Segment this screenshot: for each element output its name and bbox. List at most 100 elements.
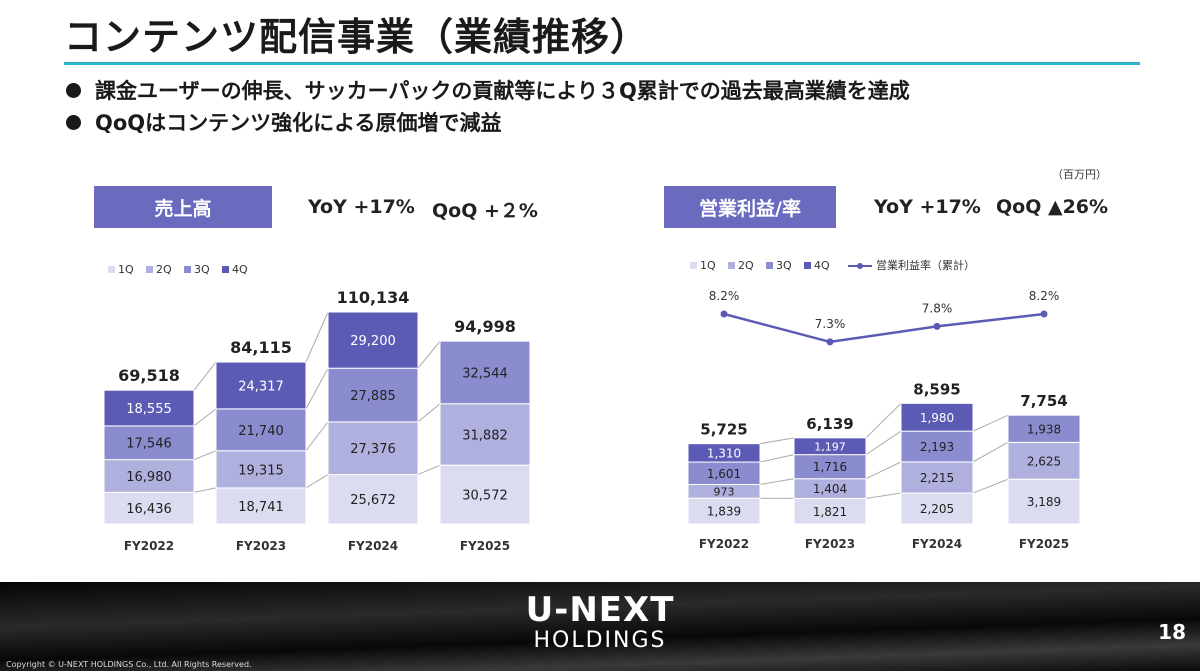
sales-bar-fy2024-1q bbox=[327, 474, 419, 525]
sales-bar-fy2024-4q bbox=[327, 311, 419, 369]
profit-connector-line bbox=[865, 430, 902, 456]
sales-label-box: 売上高 bbox=[94, 186, 272, 228]
logo-sub-text: HOLDINGS bbox=[533, 628, 667, 653]
profit-rate-point-fy2022 bbox=[720, 310, 728, 318]
profit-bar-value-fy2025-1q: 3,189 bbox=[1027, 495, 1061, 509]
page-number: 18 bbox=[1158, 620, 1186, 644]
profit-yoy: YoY +17% bbox=[874, 196, 981, 218]
profit-bar-value-fy2023-4q: 1,197 bbox=[814, 440, 846, 453]
sales-connector-line bbox=[193, 450, 217, 461]
profit-bar-value-fy2022-1q: 1,839 bbox=[707, 505, 741, 519]
sales-bar-fy2023-2q bbox=[215, 450, 307, 489]
sales-connector-line bbox=[305, 367, 329, 410]
sales-bar-value-fy2022-2q: 16,980 bbox=[126, 470, 172, 485]
bullet-dot-icon bbox=[66, 114, 81, 130]
sales-connector-line bbox=[417, 340, 441, 369]
profit-rate-line bbox=[723, 312, 1045, 344]
profit-bar-fy2024-3q bbox=[900, 430, 974, 463]
profit-bar-value-fy2022-2q: 973 bbox=[714, 486, 735, 499]
sales-bar-value-fy2025-2q: 31,882 bbox=[462, 428, 508, 443]
profit-bar-fy2022-1q bbox=[687, 497, 761, 525]
profit-category-label-fy2022: FY2022 bbox=[699, 537, 749, 551]
sales-legend-swatch-3q bbox=[184, 266, 191, 273]
sales-category-label-fy2023: FY2023 bbox=[236, 539, 286, 553]
bullet-dot-icon bbox=[66, 82, 81, 98]
profit-bar-value-fy2025-2q: 2,625 bbox=[1027, 454, 1061, 468]
profit-bar-fy2024-1q bbox=[900, 492, 974, 525]
footer-bar: U-NEXT HOLDINGS 18 Copyright © U-NEXT HO… bbox=[0, 582, 1200, 671]
bullet-item-2: QoQはコンテンツ強化による原価増で減益 bbox=[66, 106, 910, 138]
profit-category-label-fy2023: FY2023 bbox=[805, 537, 855, 551]
profit-legend-swatch-2q bbox=[728, 262, 735, 269]
sales-total-label-fy2023: 84,115 bbox=[230, 338, 292, 357]
sales-bar-value-fy2022-4q: 18,555 bbox=[126, 402, 172, 417]
profit-bar-value-fy2024-1q: 2,205 bbox=[920, 502, 954, 516]
sales-total-label-fy2025: 94,998 bbox=[454, 317, 516, 336]
profit-connector-line bbox=[759, 454, 795, 463]
profit-bar-fy2023-4q bbox=[793, 437, 867, 456]
profit-bar-value-fy2024-3q: 2,193 bbox=[920, 440, 954, 454]
profit-rate-point-fy2023 bbox=[826, 338, 834, 346]
bullet-list: 課金ユーザーの伸長、サッカーパックの貢献等により３Q累計での過去最高業績を達成 … bbox=[66, 74, 910, 138]
sales-bar-fy2024-2q bbox=[327, 421, 419, 476]
profit-total-label-fy2025: 7,754 bbox=[1020, 392, 1067, 410]
profit-connector-line bbox=[865, 492, 902, 499]
profit-rate-label-fy2024: 7.8% bbox=[922, 301, 953, 315]
sales-connector-line bbox=[417, 464, 441, 476]
profit-legend-label-rate: 営業利益率（累計） bbox=[876, 258, 975, 272]
profit-legend-swatch-1q bbox=[690, 262, 697, 269]
profit-total-label-fy2022: 5,725 bbox=[700, 421, 747, 439]
sales-bar-value-fy2022-1q: 16,436 bbox=[126, 502, 172, 517]
sales-bar-value-fy2024-1q: 25,672 bbox=[350, 493, 396, 508]
profit-bar-fy2022-4q bbox=[687, 443, 761, 463]
profit-bar-value-fy2024-4q: 1,980 bbox=[920, 411, 954, 425]
sales-bar-value-fy2025-1q: 30,572 bbox=[462, 489, 508, 504]
sales-category-label-fy2022: FY2022 bbox=[124, 539, 174, 553]
sales-total-label-fy2024: 110,134 bbox=[337, 288, 410, 307]
sales-legend-label-2q: 2Q bbox=[156, 263, 172, 276]
sales-legend-label-4q: 4Q bbox=[232, 263, 248, 276]
profit-legend-swatch-3q bbox=[766, 262, 773, 269]
sales-legend-label-1q: 1Q bbox=[118, 263, 134, 276]
profit-bar-value-fy2022-3q: 1,601 bbox=[707, 467, 741, 481]
sales-connector-line bbox=[305, 474, 329, 489]
sales-bar-fy2025-3q bbox=[439, 340, 531, 405]
sales-bar-fy2024-3q bbox=[327, 367, 419, 423]
sales-category-label-fy2024: FY2024 bbox=[348, 539, 398, 553]
profit-bar-value-fy2025-3q: 1,938 bbox=[1027, 422, 1061, 436]
profit-connector-line bbox=[972, 441, 1009, 463]
profit-connector-line bbox=[972, 478, 1009, 494]
sales-bar-value-fy2022-3q: 17,546 bbox=[126, 437, 172, 452]
profit-bar-value-fy2022-4q: 1,310 bbox=[707, 446, 741, 460]
sales-bar-value-fy2023-1q: 18,741 bbox=[238, 500, 284, 515]
profit-legend-label-1q: 1Q bbox=[700, 259, 716, 272]
profit-label-box: 営業利益/率 bbox=[664, 186, 836, 228]
sales-bar-value-fy2024-2q: 27,376 bbox=[350, 442, 396, 457]
sales-qoq: QoQ +２% bbox=[432, 200, 538, 222]
profit-bar-fy2025-3q bbox=[1007, 414, 1081, 443]
title-rule bbox=[64, 62, 1140, 65]
profit-bar-fy2023-3q bbox=[793, 454, 867, 480]
sales-connector-line bbox=[305, 311, 329, 363]
profit-connector-line bbox=[759, 437, 795, 445]
bullet-text-1: 課金ユーザーの伸長、サッカーパックの貢献等により３Q累計での過去最高業績を達成 bbox=[95, 79, 910, 103]
sales-connector-line bbox=[305, 421, 329, 452]
profit-rate-label-fy2023: 7.3% bbox=[815, 317, 846, 331]
profit-legend-label-4q: 4Q bbox=[814, 259, 830, 272]
profit-connector-line bbox=[972, 414, 1009, 432]
sales-legend-label-3q: 3Q bbox=[194, 263, 210, 276]
sales-category-label-fy2025: FY2025 bbox=[460, 539, 510, 553]
profit-total-label-fy2024: 8,595 bbox=[913, 380, 960, 398]
profit-bar-value-fy2024-2q: 2,215 bbox=[920, 471, 954, 485]
sales-yoy: YoY +17% bbox=[308, 196, 415, 218]
sales-connector-line bbox=[193, 487, 217, 493]
profit-legend-line-marker bbox=[857, 263, 863, 269]
sales-bar-fy2022-1q bbox=[103, 491, 195, 525]
profit-category-label-fy2025: FY2025 bbox=[1019, 537, 1069, 551]
sales-bar-value-fy2023-3q: 21,740 bbox=[238, 424, 284, 439]
profit-connector-line bbox=[865, 402, 902, 439]
sales-connector-line bbox=[193, 361, 217, 391]
profit-bar-fy2024-4q bbox=[900, 402, 974, 432]
profit-total-label-fy2023: 6,139 bbox=[806, 415, 853, 433]
sales-bar-fy2023-4q bbox=[215, 361, 307, 410]
